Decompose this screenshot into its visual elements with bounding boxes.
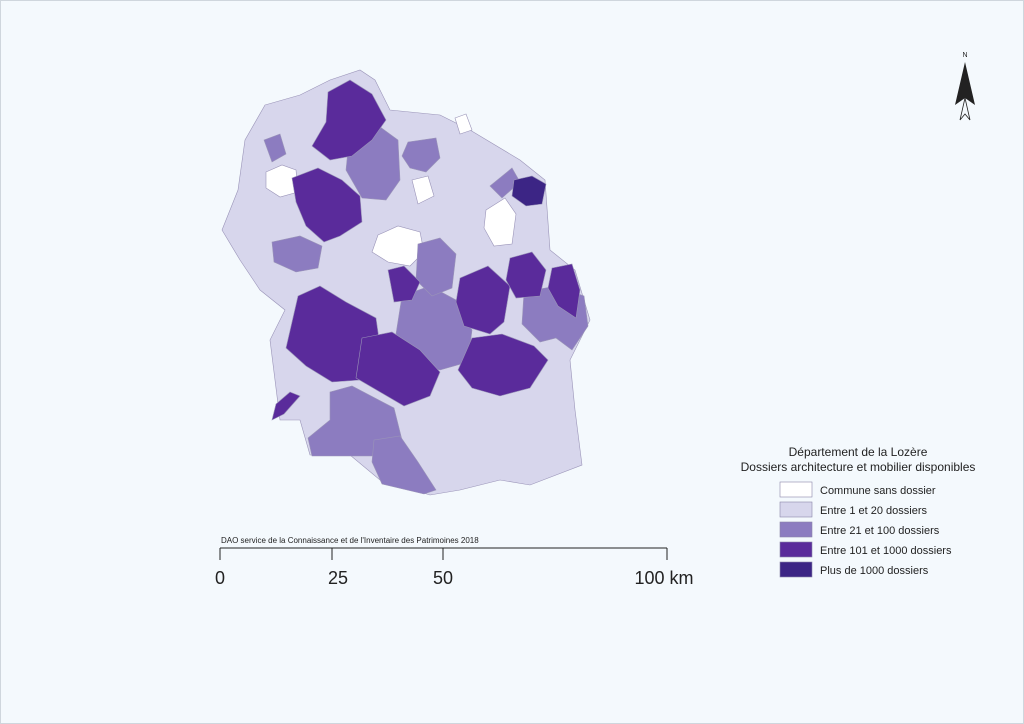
scale-label: 50: [433, 568, 453, 588]
legend-swatch: [779, 541, 813, 558]
scale-bar: DAO service de la Connaissance et de l'I…: [215, 536, 694, 588]
commune-group: [511, 175, 547, 207]
commune-group: [291, 167, 363, 243]
commune-group: [483, 197, 517, 247]
commune-group: [457, 333, 549, 397]
legend-swatch: [779, 481, 813, 498]
commune-group: [454, 113, 473, 135]
arrow-tail: [959, 97, 971, 121]
commune-group: [371, 435, 437, 495]
map: [221, 69, 591, 496]
commune-group: [311, 79, 387, 161]
legend-swatch: [779, 561, 813, 578]
credit: DAO service de la Connaissance et de l'I…: [221, 536, 479, 545]
scale-label: 100 km: [634, 568, 693, 588]
commune-group: [547, 263, 581, 319]
commune-group: [411, 175, 435, 205]
commune-group: [505, 251, 547, 299]
legend-swatch: [779, 521, 813, 538]
legend-title: Dossiers architecture et mobilier dispon…: [741, 460, 976, 474]
commune-group: [387, 265, 421, 303]
scale-label: 25: [328, 568, 348, 588]
north-arrow: N: [955, 52, 975, 121]
legend-title: Département de la Lozère: [789, 445, 928, 459]
commune-group: [401, 137, 441, 173]
legend-label: Plus de 1000 dossiers: [820, 565, 929, 577]
commune-group: [271, 235, 323, 273]
commune-group: [455, 265, 511, 335]
legend: Département de la Lozère Dossiers archit…: [741, 445, 976, 578]
legend-label: Commune sans dossier: [820, 485, 936, 497]
commune-group: [271, 391, 301, 421]
commune-group: [263, 133, 287, 163]
legend-swatch: [779, 501, 813, 518]
legend-label: Entre 1 et 20 dossiers: [820, 505, 928, 517]
commune-group: [355, 331, 441, 407]
scale-label: 0: [215, 568, 225, 588]
arrow-head: [955, 62, 975, 105]
legend-label: Entre 101 et 1000 dossiers: [820, 545, 952, 557]
north-label: N: [962, 52, 967, 59]
legend-label: Entre 21 et 100 dossiers: [820, 525, 940, 537]
